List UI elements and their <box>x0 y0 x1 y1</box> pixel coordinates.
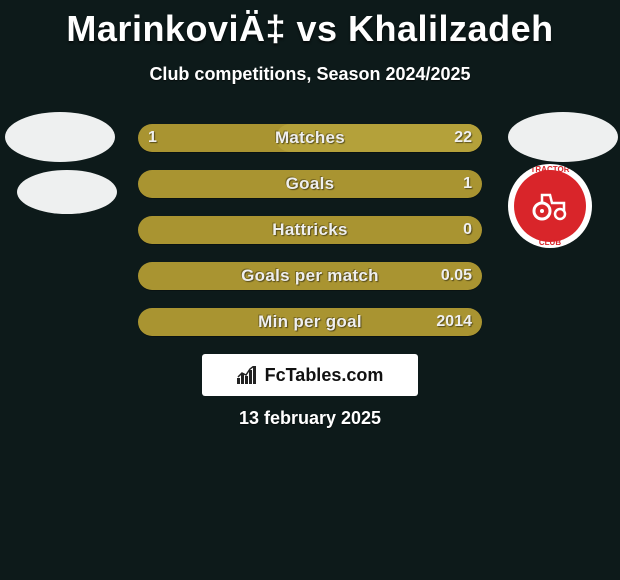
stat-label: Goals per match <box>241 266 379 286</box>
stat-bar: Min per goal 2014 <box>138 308 482 336</box>
club-badge-icon <box>17 170 117 214</box>
stat-right-value: 22 <box>454 129 472 147</box>
stats-bars: 1 Matches 22 Goals 1 Hattricks 0 Goals p… <box>138 124 482 354</box>
club-badge-icon <box>5 112 115 162</box>
stat-bar: Goals 1 <box>138 170 482 198</box>
stat-label: Matches <box>275 128 345 148</box>
tractor-club-badge-icon: TRACTOR CLUB <box>508 164 592 248</box>
stat-bar: Hattricks 0 <box>138 216 482 244</box>
stat-bar: Goals per match 0.05 <box>138 262 482 290</box>
stat-right-value: 2014 <box>436 313 472 331</box>
stat-label: Min per goal <box>258 312 362 332</box>
stat-left-value: 1 <box>148 129 157 147</box>
club-badge-icon <box>508 112 618 162</box>
right-badge-column: TRACTOR CLUB <box>508 112 618 256</box>
stat-label: Hattricks <box>272 220 347 240</box>
badge-bottom-text: CLUB <box>539 238 561 247</box>
stat-right-value: 0.05 <box>441 267 472 285</box>
tractor-icon <box>530 191 570 221</box>
stat-bar: 1 Matches 22 <box>138 124 482 152</box>
bar-chart-icon <box>237 366 259 384</box>
date-text: 13 february 2025 <box>0 408 620 429</box>
stat-label: Goals <box>286 174 335 194</box>
stat-right-value: 0 <box>463 221 472 239</box>
stat-right-value: 1 <box>463 175 472 193</box>
left-badge-column <box>5 112 115 222</box>
brand-box[interactable]: FcTables.com <box>202 354 418 396</box>
page-title: MarinkoviÄ‡ vs Khalilzadeh <box>0 0 620 50</box>
page-subtitle: Club competitions, Season 2024/2025 <box>0 64 620 85</box>
brand-text: FcTables.com <box>265 365 384 386</box>
